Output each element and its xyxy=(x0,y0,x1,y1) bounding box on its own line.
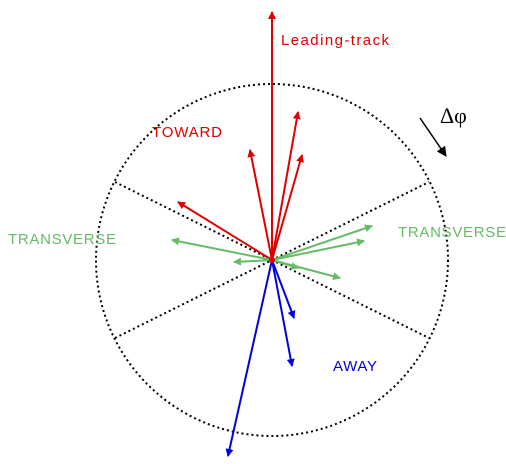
delta-phi-label: Δφ xyxy=(440,103,467,128)
track-arrow xyxy=(233,257,273,266)
track-arrow xyxy=(225,259,273,457)
track-arrow xyxy=(171,237,273,261)
circle xyxy=(95,83,449,437)
track-arrow xyxy=(271,224,373,261)
track-arrow xyxy=(271,259,299,270)
track-arrow xyxy=(271,259,296,319)
away-tracks xyxy=(225,259,296,457)
track-arrow xyxy=(247,149,273,261)
transverse-tracks xyxy=(171,224,373,281)
away-label: AWAY xyxy=(333,358,377,375)
leading-track-label: Leading-track xyxy=(281,32,390,49)
transverse-label: TRANSVERSE xyxy=(398,224,506,241)
delta-phi-arrow xyxy=(419,117,447,157)
toward-label: TOWARD xyxy=(152,124,222,141)
track-arrow xyxy=(271,238,365,261)
origin xyxy=(269,257,275,263)
track-arrow xyxy=(271,259,295,367)
transverse-label: TRANSVERSE xyxy=(8,231,116,248)
track-arrow xyxy=(271,111,301,261)
toward-tracks xyxy=(177,11,304,261)
track-arrow xyxy=(177,201,273,261)
track-arrow xyxy=(271,154,304,261)
